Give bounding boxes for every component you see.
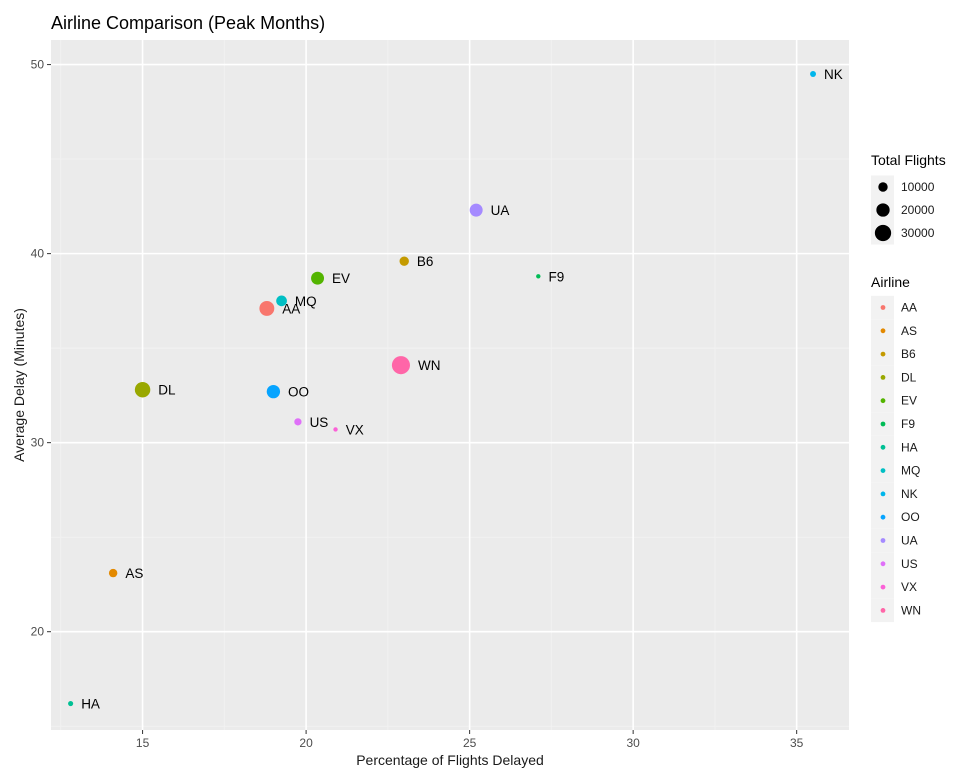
size-legend-key-20000 <box>876 203 890 217</box>
color-legend-key-us <box>880 561 886 567</box>
size-legend-label-30000: 30000 <box>901 226 935 240</box>
color-legend-label-nk: NK <box>901 487 918 501</box>
data-point-labels: AA AS B6 DL EV F9 HA MQ NK OO UA US VX WN <box>81 67 843 712</box>
size-legend-key-10000 <box>878 182 888 192</box>
x-axis-title: Percentage of Flights Delayed <box>356 752 544 768</box>
data-point-as <box>108 568 118 578</box>
color-legend-label-aa: AA <box>901 301 917 315</box>
color-legend-key-dl <box>880 375 886 380</box>
y-tick-label: 40 <box>31 247 45 261</box>
data-point-ha <box>68 700 74 707</box>
color-legend-key-f9 <box>880 421 886 427</box>
color-legend-label-dl: DL <box>901 370 917 384</box>
data-point-b6 <box>399 256 409 266</box>
size-legend-key-30000 <box>874 224 892 242</box>
chart-title: Airline Comparison (Peak Months) <box>51 13 325 33</box>
y-tick-label: 50 <box>31 58 45 72</box>
x-tick-label: 35 <box>790 736 804 750</box>
data-label-mq: MQ <box>295 294 317 309</box>
data-point-vx <box>333 427 338 432</box>
data-label-us: US <box>310 415 329 430</box>
data-point-mq <box>276 295 287 307</box>
color-legend-key-vx <box>880 584 886 590</box>
data-point-ev <box>311 271 325 285</box>
plot-panel <box>51 40 849 730</box>
x-axis: 15 20 25 30 35 <box>136 730 804 750</box>
color-legend-label-as: AS <box>901 324 917 338</box>
data-label-oo: OO <box>288 385 309 400</box>
data-label-dl: DL <box>158 383 176 398</box>
x-tick-label: 25 <box>463 736 477 750</box>
y-tick-label: 20 <box>31 625 45 639</box>
data-label-vx: VX <box>346 422 364 437</box>
color-legend-key-as <box>880 328 886 334</box>
color-legend-key-ha <box>880 444 886 450</box>
data-label-wn: WN <box>418 358 441 373</box>
data-point-us <box>294 418 302 426</box>
color-legend-key-ev <box>880 398 886 404</box>
data-label-b6: B6 <box>417 254 434 269</box>
color-legend-label-vx: VX <box>901 580 917 594</box>
data-point-ua <box>469 203 483 217</box>
data-label-aa: AA <box>282 301 300 316</box>
color-legend: Airline AA AS B6 DL EV F9 HA MQ NK OO UA US VX WN <box>871 274 921 623</box>
color-legend-label-ua: UA <box>901 534 918 548</box>
data-point-oo <box>266 384 281 399</box>
color-legend-key-b6 <box>880 351 886 357</box>
grid-minor-lines <box>51 40 849 730</box>
data-label-f9: F9 <box>549 269 565 284</box>
size-legend: Total Flights 10000 20000 30000 <box>871 152 946 245</box>
y-axis: 20 30 40 50 <box>31 58 51 639</box>
color-legend-key-nk <box>880 491 886 497</box>
data-point-aa <box>259 301 275 316</box>
size-legend-label-20000: 20000 <box>901 203 935 217</box>
color-legend-title: Airline <box>871 274 910 290</box>
color-legend-key-ua <box>880 538 886 543</box>
data-label-as: AS <box>125 566 143 581</box>
size-legend-label-10000: 10000 <box>901 180 935 194</box>
data-point-nk <box>810 71 816 77</box>
color-legend-key-oo <box>880 514 886 520</box>
y-tick-label: 30 <box>31 436 45 450</box>
data-point-f9 <box>536 274 541 279</box>
color-legend-label-f9: F9 <box>901 417 915 431</box>
data-point-wn <box>391 356 410 375</box>
color-legend-label-ev: EV <box>901 394 917 408</box>
color-legend-label-wn: WN <box>901 603 921 617</box>
data-label-ua: UA <box>491 203 510 218</box>
data-points <box>68 71 816 707</box>
x-tick-label: 20 <box>299 736 313 750</box>
color-legend-label-us: US <box>901 557 918 571</box>
data-label-ev: EV <box>332 271 350 286</box>
x-tick-label: 15 <box>136 736 150 750</box>
color-legend-label-mq: MQ <box>901 464 920 478</box>
color-legend-key-mq <box>880 468 886 473</box>
color-legend-label-b6: B6 <box>901 347 916 361</box>
data-label-ha: HA <box>81 697 100 712</box>
color-legend-label-ha: HA <box>901 440 918 454</box>
color-legend-label-oo: OO <box>901 510 920 524</box>
size-legend-title: Total Flights <box>871 152 946 168</box>
y-axis-title: Average Delay (Minutes) <box>11 308 27 462</box>
color-legend-key-aa <box>880 305 886 310</box>
data-point-dl <box>134 382 151 398</box>
color-legend-key-wn <box>880 608 886 613</box>
data-label-nk: NK <box>824 67 843 82</box>
x-tick-label: 30 <box>626 736 640 750</box>
